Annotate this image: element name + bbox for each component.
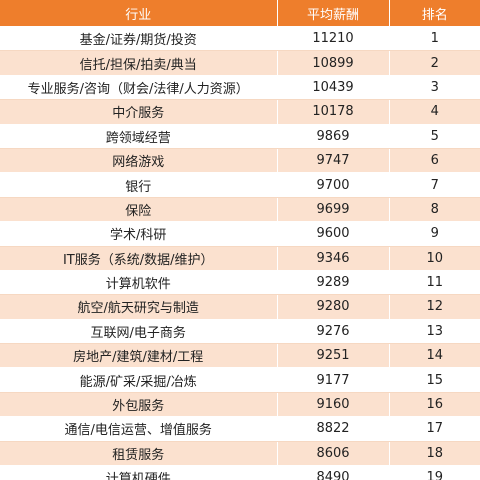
cell-industry: 中介服务 xyxy=(0,99,277,125)
cell-industry: 互联网/电子商务 xyxy=(0,319,277,345)
cell-rank: 13 xyxy=(388,319,480,345)
cell-salary: 9699 xyxy=(276,197,389,223)
cell-industry: 保险 xyxy=(0,197,277,223)
cell-salary: 9251 xyxy=(276,343,389,369)
cell-industry: 通信/电信运营、增值服务 xyxy=(0,416,277,442)
table-row: 计算机软件 9289 11 xyxy=(0,270,480,296)
cell-industry: 房地产/建筑/建材/工程 xyxy=(0,343,277,369)
table-row: 计算机硬件 8490 19 xyxy=(0,465,480,480)
cell-industry: 航空/航天研究与制造 xyxy=(0,294,277,320)
table-row: 保险 9699 8 xyxy=(0,197,480,223)
cell-industry: 租赁服务 xyxy=(0,441,277,467)
cell-industry: 外包服务 xyxy=(0,392,277,418)
cell-industry: 网络游戏 xyxy=(0,148,277,174)
cell-salary: 9869 xyxy=(276,124,389,149)
cell-rank: 5 xyxy=(388,124,480,149)
cell-salary: 9160 xyxy=(276,392,389,418)
cell-salary: 9280 xyxy=(276,294,389,320)
table-row: 基金/证券/期货/投资 11210 1 xyxy=(0,26,480,52)
table-row: 网络游戏 9747 6 xyxy=(0,148,480,174)
cell-rank: 4 xyxy=(388,99,480,125)
cell-rank: 19 xyxy=(388,465,480,480)
cell-salary: 10439 xyxy=(276,75,389,101)
cell-salary: 11210 xyxy=(276,26,389,52)
cell-industry: 信托/担保/拍卖/典当 xyxy=(0,50,277,76)
header-salary: 平均薪酬 xyxy=(276,0,389,27)
table-row: 租赁服务 8606 18 xyxy=(0,441,480,467)
table-row: 银行 9700 7 xyxy=(0,172,480,198)
table-row: 房地产/建筑/建材/工程 9251 14 xyxy=(0,343,480,369)
cell-rank: 6 xyxy=(388,148,480,174)
table-row: 中介服务 10178 4 xyxy=(0,99,480,125)
cell-salary: 9346 xyxy=(276,246,389,271)
cell-rank: 17 xyxy=(388,416,480,442)
header-rank: 排名 xyxy=(388,0,480,27)
cell-industry: IT服务（系统/数据/维护） xyxy=(0,246,277,271)
cell-industry: 学术/科研 xyxy=(0,221,277,247)
cell-salary: 9276 xyxy=(276,319,389,345)
cell-rank: 3 xyxy=(388,75,480,101)
table-row: 通信/电信运营、增值服务 8822 17 xyxy=(0,416,480,442)
cell-industry: 跨领域经营 xyxy=(0,124,277,149)
table-row: 跨领域经营 9869 5 xyxy=(0,124,480,149)
cell-industry: 银行 xyxy=(0,172,277,198)
table-header: 行业 平均薪酬 排名 xyxy=(0,0,480,27)
cell-industry: 能源/矿采/采掘/冶炼 xyxy=(0,367,277,393)
cell-rank: 12 xyxy=(388,294,480,320)
table-row: 互联网/电子商务 9276 13 xyxy=(0,319,480,345)
table-row: 学术/科研 9600 9 xyxy=(0,221,480,247)
table-row: 航空/航天研究与制造 9280 12 xyxy=(0,294,480,320)
cell-rank: 2 xyxy=(388,50,480,76)
cell-salary: 9177 xyxy=(276,367,389,393)
table-body: 基金/证券/期货/投资 11210 1 信托/担保/拍卖/典当 10899 2 专业服务/咨… xyxy=(0,26,480,480)
table-row: 外包服务 9160 16 xyxy=(0,392,480,418)
cell-salary: 8606 xyxy=(276,441,389,467)
cell-rank: 8 xyxy=(388,197,480,223)
cell-salary: 8822 xyxy=(276,416,389,442)
cell-rank: 7 xyxy=(388,172,480,198)
header-industry: 行业 xyxy=(0,0,277,27)
cell-rank: 1 xyxy=(388,26,480,52)
table-row: 能源/矿采/采掘/冶炼 9177 15 xyxy=(0,367,480,393)
cell-rank: 16 xyxy=(388,392,480,418)
cell-salary: 8490 xyxy=(276,465,389,480)
table-row: IT服务（系统/数据/维护） 9346 10 xyxy=(0,246,480,271)
cell-rank: 11 xyxy=(388,270,480,296)
cell-salary: 9700 xyxy=(276,172,389,198)
cell-rank: 18 xyxy=(388,441,480,467)
cell-industry: 基金/证券/期货/投资 xyxy=(0,26,277,52)
cell-industry: 计算机软件 xyxy=(0,270,277,296)
cell-salary: 10178 xyxy=(276,99,389,125)
table-row: 专业服务/咨询（财会/法律/人力资源） 10439 3 xyxy=(0,75,480,101)
cell-rank: 9 xyxy=(388,221,480,247)
cell-industry: 专业服务/咨询（财会/法律/人力资源） xyxy=(0,75,277,101)
cell-salary: 9747 xyxy=(276,148,389,174)
cell-rank: 15 xyxy=(388,367,480,393)
table-row: 信托/担保/拍卖/典当 10899 2 xyxy=(0,50,480,76)
cell-salary: 9600 xyxy=(276,221,389,247)
cell-rank: 10 xyxy=(388,246,480,271)
cell-rank: 14 xyxy=(388,343,480,369)
cell-salary: 9289 xyxy=(276,270,389,296)
cell-salary: 10899 xyxy=(276,50,389,76)
cell-industry: 计算机硬件 xyxy=(0,465,277,480)
header-row: 行业 平均薪酬 排名 xyxy=(0,0,480,27)
